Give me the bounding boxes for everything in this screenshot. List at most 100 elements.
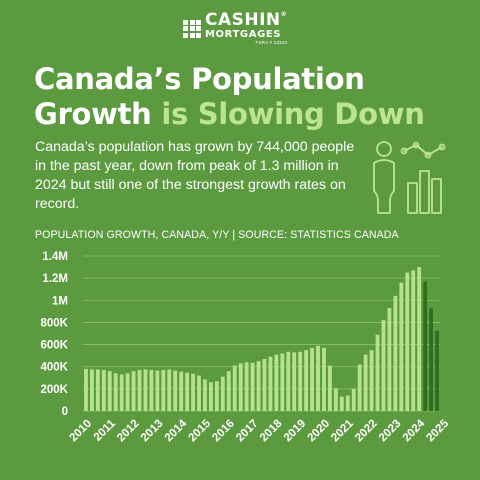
y-tick-label: 0 (62, 406, 68, 418)
bar (369, 350, 374, 411)
bar (244, 362, 249, 411)
bar (363, 354, 368, 411)
bar (197, 375, 201, 411)
bar-layer (84, 267, 439, 411)
bar (90, 369, 94, 411)
bar (274, 354, 279, 411)
bar (119, 374, 124, 411)
bar (125, 373, 130, 411)
bar (280, 353, 285, 411)
bar (333, 388, 338, 411)
grid-layer (83, 255, 440, 412)
bar (328, 365, 332, 411)
bar (173, 370, 178, 411)
bar (238, 363, 243, 411)
bar (351, 388, 356, 411)
x-tick-label: 2012 (115, 418, 142, 445)
bar (167, 369, 172, 411)
bar (429, 308, 433, 411)
x-tick-label: 2014 (163, 417, 190, 444)
x-tick-label: 2025 (425, 417, 452, 444)
bar (345, 395, 350, 411)
bar (107, 371, 112, 411)
bar (417, 267, 422, 411)
brand-logo: CASHIN® MORTGAGES FSRA # 13343 (183, 12, 287, 46)
bar (179, 371, 184, 411)
brand-license: FSRA # 13343 (255, 40, 288, 45)
logo-wordmark: CASHIN® MORTGAGES FSRA # 13343 (205, 12, 287, 46)
y-tick-label: 1.2M (42, 273, 68, 285)
y-tick-label: 200K (41, 384, 69, 396)
bar (399, 282, 404, 411)
bar (381, 320, 386, 411)
bar (316, 345, 320, 411)
headline-line2-plain: Growth (34, 97, 152, 131)
bar (256, 361, 261, 411)
bar (232, 365, 237, 411)
bar (339, 396, 344, 411)
bar (149, 370, 154, 411)
x-tick-label: 2010 (68, 418, 95, 445)
bar (304, 350, 309, 411)
x-tick-label: 2022 (353, 418, 380, 445)
bar (113, 373, 118, 411)
x-tick-label: 2018 (258, 417, 285, 444)
y-tick-label: 600K (41, 340, 69, 352)
y-tick-label: 1M (52, 295, 68, 307)
bar (161, 370, 166, 411)
bar (286, 351, 291, 411)
bar (375, 334, 380, 411)
bar (411, 270, 416, 411)
x-tick-label: 2024 (401, 417, 428, 444)
bar (101, 370, 106, 411)
bar (310, 347, 314, 411)
x-axis-ticks: 2010201120122013201420152016201720182019… (68, 417, 452, 444)
x-tick-label: 2015 (187, 417, 214, 444)
x-tick-label: 2020 (306, 418, 333, 445)
bar (203, 379, 207, 411)
y-tick-label: 400K (41, 362, 69, 374)
summary-text: Canada’s population has grown by 744,000… (35, 139, 355, 212)
bar (84, 368, 88, 411)
bar (357, 364, 362, 411)
headline-line1: Canada’s Population (34, 62, 365, 96)
bar (405, 272, 410, 411)
bar (220, 376, 225, 411)
bar (191, 373, 195, 411)
bar (268, 356, 273, 411)
y-axis-ticks: 0 200K 400K 600K 800K 1M 1.2M 1.4M (41, 251, 69, 418)
y-tick-label: 800K (41, 317, 69, 329)
x-tick-label: 2016 (210, 418, 237, 445)
brand-name: CASHIN® (205, 12, 287, 29)
bar (292, 352, 297, 411)
bar (209, 382, 213, 411)
bar (298, 351, 303, 411)
headline: Canada’s Population Growth is Slowing Do… (34, 62, 425, 132)
person-icon (373, 141, 395, 214)
bar (185, 372, 190, 411)
x-tick-label: 2019 (282, 418, 309, 445)
bar (131, 371, 136, 411)
x-tick-label: 2013 (139, 418, 166, 445)
bar (423, 281, 428, 411)
bar (137, 370, 142, 411)
bar (143, 369, 148, 411)
x-tick-label: 2023 (377, 418, 404, 445)
chart-source-caption: POPULATION GROWTH, CANADA, Y/Y | SOURCE:… (35, 229, 399, 241)
bar (435, 330, 439, 411)
bar (393, 295, 398, 411)
brand-sub: MORTGAGES (205, 29, 282, 40)
x-tick-label: 2017 (234, 418, 261, 445)
bar (262, 358, 267, 411)
y-tick-label: 1.4M (42, 251, 68, 263)
bar (250, 362, 255, 411)
x-tick-label: 2021 (329, 417, 356, 444)
logo-grid-icon (183, 19, 201, 38)
x-tick-label: 2011 (92, 417, 119, 444)
decorative-illustration (373, 141, 446, 214)
brand-trademark: ® (280, 11, 288, 18)
bar (387, 308, 392, 411)
headline-line2-accent: is Slowing Down (161, 97, 425, 131)
brand-name-text: CASHIN (205, 10, 281, 30)
